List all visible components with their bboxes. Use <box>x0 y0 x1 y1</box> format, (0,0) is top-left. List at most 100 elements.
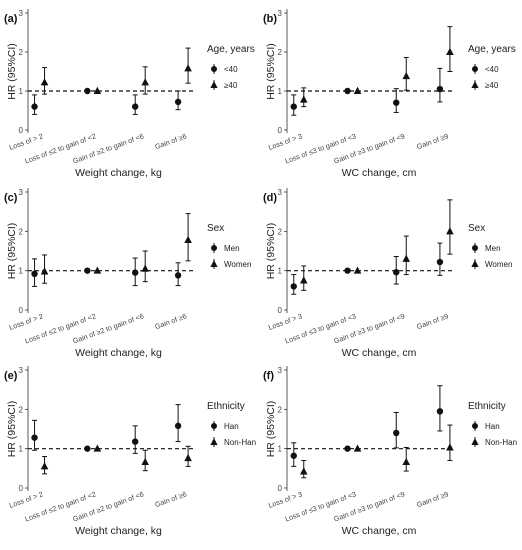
data-point-circle <box>344 267 351 274</box>
data-point-circle <box>290 103 297 110</box>
data-point-triangle <box>299 467 308 475</box>
y-tick-label: 3 <box>278 366 283 375</box>
legend-label: Men <box>485 244 501 253</box>
x-tick-label: Gain of ≥9 <box>415 489 449 509</box>
data-point-triangle <box>402 254 411 262</box>
data-point-circle <box>344 87 351 95</box>
data-point-triangle <box>446 227 454 235</box>
legend-triangle-icon <box>471 438 479 445</box>
data-point-triangle <box>402 457 411 466</box>
data-point-triangle <box>141 264 149 272</box>
y-tick-label: 1 <box>278 87 283 96</box>
data-point-triangle <box>40 462 49 470</box>
data-point-circle <box>31 434 38 441</box>
legend-label: <40 <box>485 65 499 74</box>
data-point-circle <box>31 270 38 278</box>
panel-tag: (a) <box>4 13 18 25</box>
x-tick-label: Loss of > 2 <box>8 311 44 332</box>
y-tick-label: 2 <box>278 405 283 414</box>
y-tick-label: 0 <box>19 484 24 493</box>
y-tick-label: 3 <box>278 188 283 197</box>
legend-circle-icon <box>472 423 478 429</box>
legend-label: Han <box>485 422 500 431</box>
x-axis-title: Weight change, kg <box>75 347 162 359</box>
legend-triangle-icon <box>210 260 218 267</box>
legend-triangle-icon <box>210 81 218 88</box>
panel-tag: (e) <box>4 370 18 382</box>
y-tick-label: 3 <box>19 188 24 197</box>
legend-triangle-icon <box>471 81 479 88</box>
y-tick-label: 1 <box>278 445 283 454</box>
legend-label: Men <box>224 244 240 253</box>
y-tick-label: 2 <box>19 405 24 414</box>
panel-tag: (c) <box>4 192 18 204</box>
panel-tag: (d) <box>263 192 277 204</box>
y-axis-title: HR (95%CI) <box>6 401 18 458</box>
x-axis-title: WC change, cm <box>342 167 417 179</box>
y-tick-label: 1 <box>19 87 24 96</box>
legend-triangle-icon <box>471 260 479 267</box>
x-tick-label: Loss of > 2 <box>8 131 44 152</box>
y-tick-label: 2 <box>19 48 24 57</box>
y-tick-label: 0 <box>278 484 283 493</box>
data-point-triangle <box>184 453 192 462</box>
data-point-circle <box>344 445 351 452</box>
data-point-circle <box>290 283 297 290</box>
data-point-circle <box>132 438 139 445</box>
y-tick-label: 3 <box>278 9 283 18</box>
data-point-circle <box>436 85 444 93</box>
y-tick-label: 1 <box>19 445 24 454</box>
x-axis-title: Weight change, kg <box>75 525 162 537</box>
legend-title: Sex <box>468 223 485 234</box>
legend-label: Women <box>224 260 251 269</box>
legend-circle-icon <box>211 423 217 429</box>
data-point-triangle <box>353 266 362 274</box>
data-point-triangle <box>299 95 308 103</box>
data-point-circle <box>393 99 400 106</box>
data-point-circle <box>436 408 444 415</box>
legend-circle-icon <box>472 245 478 251</box>
data-point-circle <box>84 267 91 274</box>
data-point-triangle <box>184 235 192 243</box>
x-tick-label: Gain of ≥6 <box>154 311 188 331</box>
panel-tag: (f) <box>263 370 274 382</box>
data-point-triangle <box>93 444 102 452</box>
legend-title: Ethnicity <box>468 401 506 412</box>
data-point-circle <box>132 103 139 110</box>
y-tick-label: 0 <box>278 126 283 135</box>
x-tick-label: Loss of > 3 <box>267 489 303 510</box>
legend-label: <40 <box>224 65 238 74</box>
data-point-circle <box>84 87 91 95</box>
legend-label: Women <box>485 260 512 269</box>
y-axis-title: HR (95%CI) <box>265 401 277 458</box>
data-point-triangle <box>141 457 149 466</box>
y-tick-label: 2 <box>278 48 283 57</box>
x-axis-title: WC change, cm <box>342 525 417 537</box>
data-point-triangle <box>353 86 362 94</box>
x-tick-label: Gain of ≥9 <box>415 311 449 331</box>
y-tick-label: 1 <box>19 267 24 276</box>
data-point-triangle <box>40 267 49 275</box>
y-axis-title: HR (95%CI) <box>6 43 18 100</box>
data-point-circle <box>174 98 182 106</box>
data-point-circle <box>174 422 182 430</box>
data-point-triangle <box>40 78 49 86</box>
data-point-circle <box>436 258 444 266</box>
data-point-circle <box>393 429 400 437</box>
y-tick-label: 2 <box>19 227 24 236</box>
legend-label: Non-Han <box>485 438 517 447</box>
y-axis-title: HR (95%CI) <box>6 223 18 280</box>
data-point-triangle <box>184 64 192 72</box>
data-point-triangle <box>93 266 102 274</box>
data-point-circle <box>174 272 182 279</box>
legend-title: Age, years <box>207 44 255 55</box>
data-point-triangle <box>299 276 308 284</box>
x-axis-title: WC change, cm <box>342 347 417 359</box>
x-tick-label: Loss of > 3 <box>267 131 303 152</box>
x-tick-label: Gain of ≥6 <box>154 489 188 509</box>
data-point-circle <box>84 445 91 452</box>
